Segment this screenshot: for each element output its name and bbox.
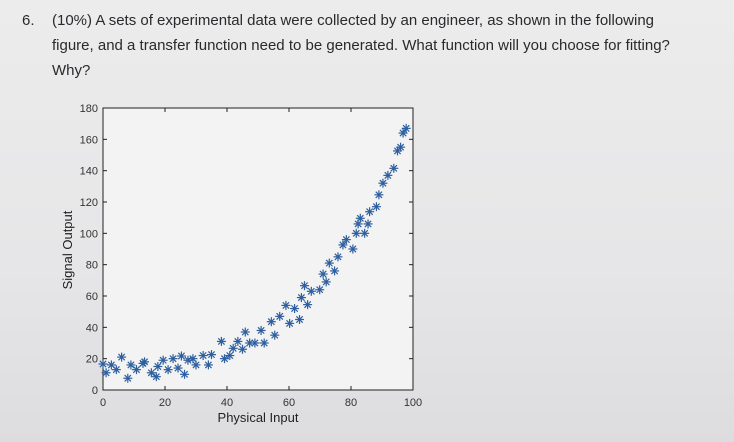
x-tick-label: 0 bbox=[100, 397, 106, 409]
data-point bbox=[168, 354, 178, 364]
y-tick-label: 100 bbox=[80, 228, 98, 240]
data-point bbox=[140, 357, 150, 367]
data-point bbox=[163, 365, 173, 375]
data-point bbox=[318, 269, 328, 279]
y-tick-label: 120 bbox=[80, 197, 98, 209]
data-point bbox=[111, 365, 121, 375]
question-number: 6. bbox=[22, 12, 35, 29]
data-point bbox=[180, 369, 190, 379]
data-point bbox=[275, 311, 285, 321]
data-point bbox=[270, 330, 280, 340]
data-point bbox=[245, 338, 255, 348]
data-point bbox=[256, 325, 266, 335]
y-tick-label: 20 bbox=[86, 354, 98, 366]
data-point bbox=[351, 228, 361, 238]
x-tick-label: 60 bbox=[283, 397, 295, 409]
data-point bbox=[396, 142, 406, 152]
data-point bbox=[101, 368, 111, 378]
x-axis-label: Physical Input bbox=[218, 410, 299, 425]
data-point bbox=[238, 344, 247, 354]
data-point bbox=[126, 360, 136, 370]
data-point bbox=[306, 286, 316, 296]
y-tick-label: 60 bbox=[86, 291, 98, 303]
data-point bbox=[348, 244, 358, 254]
data-point bbox=[188, 354, 198, 364]
data-point bbox=[98, 359, 108, 369]
data-point bbox=[153, 362, 163, 371]
data-point bbox=[353, 219, 363, 229]
x-tick-label: 40 bbox=[221, 397, 233, 409]
plot-area bbox=[102, 107, 414, 391]
data-point bbox=[240, 327, 250, 337]
data-point bbox=[203, 360, 213, 370]
data-point bbox=[355, 213, 365, 223]
question-line: (10%) A sets of experimental data were c… bbox=[52, 12, 655, 29]
data-point bbox=[303, 300, 313, 310]
data-point bbox=[285, 318, 295, 328]
data-point bbox=[173, 363, 183, 373]
data-point bbox=[228, 343, 238, 353]
data-point bbox=[371, 202, 381, 212]
question-line: Why? bbox=[52, 62, 91, 79]
y-tick-label: 40 bbox=[86, 322, 98, 334]
data-point bbox=[151, 372, 161, 382]
data-point bbox=[324, 258, 334, 268]
data-point bbox=[158, 355, 168, 365]
y-tick-label: 0 bbox=[92, 385, 98, 397]
data-point bbox=[321, 277, 331, 287]
data-point bbox=[117, 352, 127, 362]
data-point bbox=[398, 128, 408, 138]
data-point bbox=[338, 240, 348, 250]
data-point bbox=[191, 360, 201, 370]
y-tick-label: 140 bbox=[80, 166, 98, 178]
data-point bbox=[259, 338, 269, 348]
data-point bbox=[207, 350, 216, 360]
data-point bbox=[374, 190, 384, 200]
data-point bbox=[146, 368, 156, 378]
data-point bbox=[176, 351, 186, 361]
data-point bbox=[296, 293, 306, 303]
y-tick-label: 180 bbox=[80, 103, 98, 115]
data-point bbox=[281, 300, 291, 310]
data-point bbox=[378, 178, 388, 188]
data-point bbox=[315, 285, 325, 295]
data-point bbox=[131, 365, 141, 375]
y-tick-label: 160 bbox=[80, 134, 98, 146]
data-point bbox=[300, 281, 309, 291]
data-point bbox=[123, 373, 133, 383]
data-point bbox=[330, 266, 340, 276]
data-point bbox=[363, 219, 373, 229]
x-tick-label: 80 bbox=[345, 397, 357, 409]
data-point bbox=[216, 336, 226, 346]
y-tick-label: 80 bbox=[86, 260, 98, 272]
data-point bbox=[220, 354, 230, 364]
data-point bbox=[341, 235, 351, 245]
data-point bbox=[225, 351, 235, 361]
data-point bbox=[250, 338, 260, 348]
question: 6. (10%) A sets of experimental data wer… bbox=[22, 8, 722, 83]
y-axis-label: Signal Output bbox=[60, 210, 75, 289]
x-tick-label: 100 bbox=[404, 397, 422, 409]
data-point bbox=[295, 315, 305, 324]
data-point bbox=[333, 252, 343, 262]
data-point bbox=[401, 123, 411, 133]
x-tick-label: 20 bbox=[159, 397, 171, 409]
data-point bbox=[360, 228, 370, 238]
data-point bbox=[198, 351, 208, 361]
data-point bbox=[233, 336, 243, 346]
data-point bbox=[389, 163, 399, 173]
data-point bbox=[365, 207, 375, 217]
question-line: figure, and a transfer function need to … bbox=[52, 37, 670, 54]
data-point bbox=[266, 317, 276, 327]
data-point bbox=[383, 170, 393, 180]
data-point bbox=[290, 304, 300, 314]
